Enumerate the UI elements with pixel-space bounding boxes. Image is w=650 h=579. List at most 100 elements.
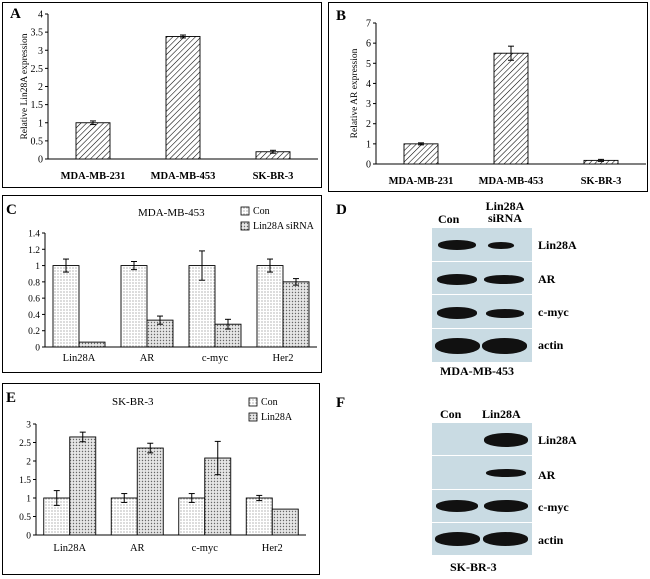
blot-d-band	[435, 338, 480, 354]
chart-c-bar	[120, 265, 148, 348]
chart-a-y-tick-label: 1.5	[31, 100, 44, 111]
chart-c-category-label: Her2	[273, 353, 294, 364]
blot-f-col-con: Con	[440, 407, 462, 421]
panel-e-border	[2, 383, 320, 575]
chart-e-y-tick-label: 1.5	[19, 476, 31, 486]
blot-f-band	[483, 532, 528, 546]
chart-c-category-label: c-myc	[202, 353, 229, 364]
chart-e: 3 2.5 2 1.5 1 0.5 0 Lin28A AR c-myc Her2	[19, 421, 306, 554]
legend-e-con-label: Con	[261, 397, 278, 408]
blot-d-row-label: AR	[538, 272, 556, 286]
chart-e-bar	[271, 508, 299, 536]
chart-a-y-tick-label: 2	[38, 82, 43, 93]
blot-f-strip-lin28a	[432, 423, 532, 456]
panel-a-letter: A	[10, 6, 21, 22]
chart-b-bar	[403, 143, 439, 165]
chart-e-y-tick-label: 2	[26, 458, 31, 468]
blot-d-band	[437, 307, 477, 319]
blot-f-col-treat: Lin28A	[482, 407, 521, 421]
chart-b: 7 6 5 4 3 2 1 0 Relative AR expression MDA-MB-231…	[350, 19, 646, 187]
chart-a: 4 3.5 3 2.5 2 1.5 1 0.5 0 Relative Lin28A express…	[20, 10, 318, 182]
chart-c-category-label: Lin28A	[63, 353, 96, 364]
chart-e-y-tick-label: 2.5	[19, 439, 31, 449]
chart-e-title: SK-BR-3	[112, 396, 154, 408]
chart-a-y-tick-label: 0	[38, 155, 43, 166]
legend-e-lin28a-label: Lin28A	[261, 412, 293, 423]
panel-b-border	[328, 2, 648, 192]
chart-b-category-label: MDA-MB-453	[479, 176, 544, 187]
panel-b-letter: B	[336, 8, 346, 24]
blot-f-row-label: Lin28A	[538, 433, 577, 447]
chart-b-y-axis-label: Relative AR expression	[350, 48, 360, 138]
chart-e-y-tick-label: 3	[26, 421, 31, 431]
chart-c-bar	[282, 281, 310, 348]
legend-c-sirna-swatch	[240, 221, 250, 231]
blot-f-row-label: c-myc	[538, 500, 569, 514]
blot-d-col-con: Con	[438, 212, 460, 226]
blot-d-row-label: Lin28A	[538, 238, 577, 252]
legend-e-con-swatch	[248, 397, 258, 407]
blot-f-row-label: AR	[538, 468, 556, 482]
chart-c-y-tick-label: 0.6	[28, 295, 40, 305]
chart-a-category-label: SK-BR-3	[253, 171, 294, 182]
blot-d-strip-ar	[432, 262, 532, 295]
chart-a-y-tick-label: 3.5	[31, 28, 44, 39]
chart-c-y-tick-label: 0.8	[28, 278, 40, 288]
chart-e-bar	[178, 497, 206, 536]
chart-b-y-tick-label: 6	[366, 39, 371, 50]
chart-c-y-tick-label: 0.2	[28, 327, 40, 337]
blot-d-band	[482, 338, 527, 354]
blot-d-col-treat: Lin28A siRNA	[485, 199, 525, 225]
legend-c-sirna-label: Lin28A siRNA	[253, 221, 315, 232]
chart-a-y-tick-label: 2.5	[31, 64, 44, 75]
chart-b-y-tick-label: 7	[366, 19, 371, 30]
chart-c-y-tick-label: 0	[35, 344, 40, 354]
chart-a-y-tick-label: 0.5	[31, 136, 44, 147]
chart-a-y-axis-label: Relative Lin28A expression	[20, 33, 30, 139]
panel-c-border	[2, 195, 322, 373]
panel-d-letter: D	[336, 202, 347, 218]
chart-e-bar	[136, 447, 164, 536]
chart-c-title: MDA-MB-453	[138, 207, 205, 219]
chart-e-bar	[245, 497, 273, 536]
chart-a-category-label: MDA-MB-453	[151, 171, 216, 182]
chart-e-bar	[69, 436, 97, 536]
chart-e-category-label: c-myc	[192, 543, 219, 554]
blot-d-strip-lin28a	[432, 228, 532, 262]
chart-b-y-tick-label: 0	[366, 160, 371, 171]
legend-e-lin28a-swatch	[248, 412, 258, 422]
chart-a-bar	[165, 36, 201, 160]
blot-d-band	[437, 274, 477, 285]
panel-c-letter: C	[6, 202, 17, 218]
blot-d-band	[438, 240, 476, 250]
legend-c-con-swatch	[240, 206, 250, 216]
panel-f-letter: F	[336, 395, 345, 411]
chart-e-y-tick-label: 0	[26, 532, 31, 542]
chart-c: 1.4 1.2 1 0.8 0.6 0.4 0.2 0 Lin28A AR c-myc Her2	[28, 230, 317, 364]
chart-b-bar	[493, 52, 529, 165]
chart-a-y-tick-label: 3	[38, 46, 43, 57]
chart-b-category-label: MDA-MB-231	[389, 176, 454, 187]
chart-e-bar	[110, 497, 138, 536]
chart-e-category-label: AR	[130, 543, 145, 554]
chart-b-y-tick-label: 5	[366, 59, 371, 70]
blot-f-strip-actin	[432, 523, 532, 556]
chart-c-y-tick-label: 1.2	[28, 246, 40, 256]
chart-e-category-label: Lin28A	[53, 543, 86, 554]
chart-c-category-label: AR	[140, 353, 155, 364]
chart-c-y-tick-label: 1.4	[28, 230, 40, 240]
chart-c-bar	[78, 341, 106, 348]
blot-d-row-label: actin	[538, 338, 564, 352]
chart-c-bar	[52, 265, 80, 348]
chart-b-y-tick-label: 2	[366, 119, 371, 130]
blot-f-strip-ar	[432, 456, 532, 490]
panel-a-border	[2, 2, 322, 188]
blot-f-band	[436, 500, 478, 512]
blot-f-band	[486, 469, 526, 477]
chart-a-y-tick-label: 1	[38, 118, 43, 129]
blot-d-band	[486, 309, 524, 318]
chart-e-category-label: Her2	[262, 543, 283, 554]
blot-f-band	[435, 532, 480, 546]
chart-a-category-label: MDA-MB-231	[61, 171, 126, 182]
